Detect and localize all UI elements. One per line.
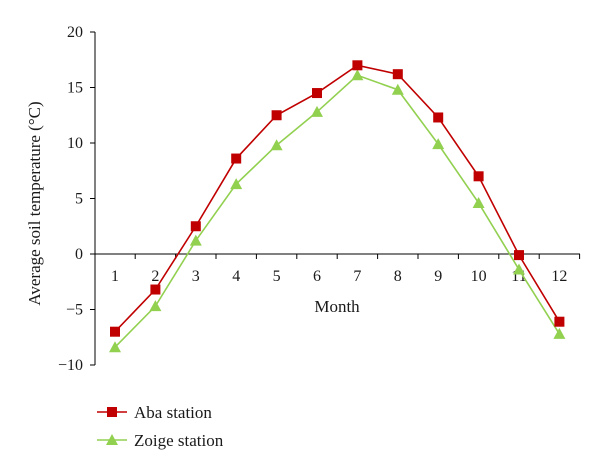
- data-point: [109, 341, 121, 353]
- y-tick-label: 0: [75, 246, 83, 263]
- data-point: [110, 326, 120, 337]
- x-tick-label: 2: [151, 268, 159, 285]
- x-tick-label: 12: [551, 268, 567, 285]
- data-point: [311, 105, 323, 117]
- data-point: [392, 69, 403, 80]
- data-point: [150, 284, 161, 295]
- x-axis-title: Month: [314, 297, 360, 316]
- legend: Aba station Zoige station: [97, 403, 224, 450]
- y-tick-label: 15: [67, 80, 83, 97]
- x-tick-label: 10: [471, 268, 487, 285]
- y-ticks: 20 15 10 5 0 −5 −10: [58, 24, 95, 374]
- data-point: [352, 60, 363, 71]
- data-point: [149, 300, 162, 312]
- y-tick-label: 20: [67, 24, 83, 41]
- data-point: [351, 69, 364, 81]
- data-point: [190, 221, 201, 232]
- y-axis-title: Average soil temperature (°C): [25, 101, 44, 305]
- data-point: [270, 139, 283, 151]
- series-layer: [109, 60, 566, 353]
- data-point: [473, 171, 484, 182]
- y-tick-label: 10: [67, 135, 83, 152]
- x-tick-label: 1: [111, 268, 119, 285]
- x-tick-label: 3: [192, 268, 200, 285]
- data-point: [514, 250, 524, 261]
- y-tick-label: −10: [58, 357, 83, 374]
- x-ticks: 1 2 3 4 5 6 7 8 9 10 11 12: [111, 254, 581, 285]
- y-tick-label: −5: [66, 302, 83, 319]
- x-tick-label: 6: [313, 268, 321, 285]
- legend-item: Zoige station: [97, 431, 224, 450]
- data-point: [433, 112, 444, 123]
- legend-label: Zoige station: [134, 431, 224, 450]
- data-point: [432, 138, 445, 150]
- legend-marker: [106, 434, 118, 445]
- legend-item: Aba station: [97, 403, 212, 422]
- x-tick-label: 7: [353, 268, 361, 285]
- x-tick-label: 4: [232, 268, 240, 285]
- series-line: [114, 64, 561, 333]
- series-aba-station: [110, 60, 565, 337]
- data-point: [553, 327, 566, 339]
- data-point: [231, 153, 242, 164]
- series-line: [114, 74, 561, 348]
- legend-label: Aba station: [134, 403, 212, 422]
- x-tick-label: 9: [434, 268, 442, 285]
- x-tick-label: 8: [394, 268, 402, 285]
- series-zoige-station: [109, 69, 566, 353]
- data-point: [230, 178, 243, 190]
- legend-marker: [107, 407, 117, 417]
- data-point: [513, 263, 525, 275]
- data-point: [391, 83, 404, 95]
- x-tick-label: 5: [273, 268, 281, 285]
- data-point: [554, 316, 565, 327]
- data-point: [271, 110, 282, 121]
- y-tick-label: 5: [75, 191, 83, 208]
- data-point: [189, 234, 202, 246]
- data-point: [312, 88, 322, 99]
- data-point: [472, 196, 485, 208]
